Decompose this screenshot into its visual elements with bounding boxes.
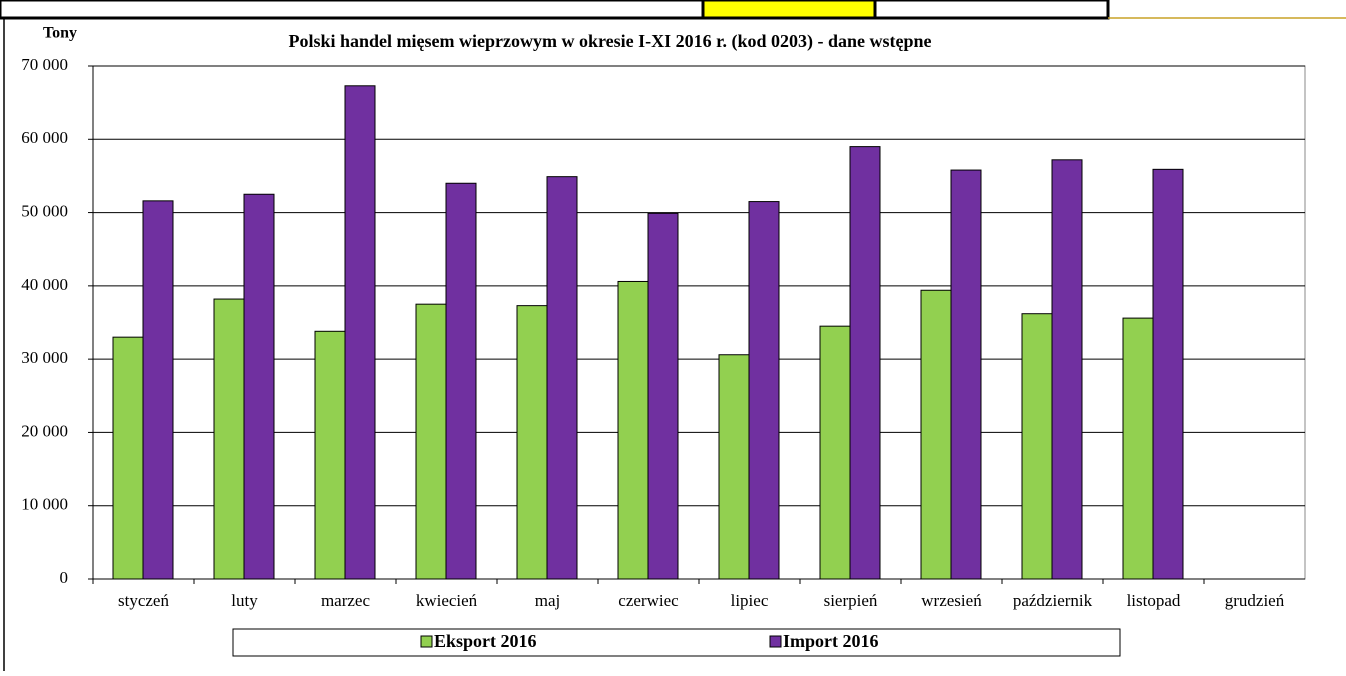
- y-tick-label: 20 000: [21, 421, 68, 440]
- bar: [718, 354, 750, 580]
- bar: [748, 201, 780, 580]
- chart-title: Polski handel mięsem wieprzowym w okresi…: [289, 31, 932, 52]
- bar: [142, 200, 174, 580]
- x-tick-label: marzec: [321, 591, 371, 610]
- bar: [1051, 159, 1083, 580]
- y-tick-label: 30 000: [21, 348, 68, 367]
- legend-swatch: [420, 635, 433, 648]
- bar: [112, 336, 144, 580]
- bar: [516, 305, 548, 580]
- bar: [415, 303, 447, 580]
- bar: [344, 85, 376, 580]
- x-tick-label: kwiecień: [416, 591, 478, 610]
- x-tick-label: październik: [1013, 591, 1093, 610]
- top-table-cell: [701, 0, 877, 20]
- legend-swatch: [769, 635, 782, 648]
- x-tick-label: maj: [535, 591, 561, 610]
- y-tick-label: 70 000: [21, 55, 68, 74]
- bar: [546, 176, 578, 580]
- bar: [1152, 168, 1184, 580]
- bar: [920, 289, 952, 580]
- x-tick-label: luty: [231, 591, 258, 610]
- legend-label: Import 2016: [783, 631, 879, 651]
- top-table-row: [0, 0, 1110, 20]
- bar: [819, 325, 851, 580]
- x-tick-label: wrzesień: [921, 591, 982, 610]
- x-tick-label: styczeń: [118, 591, 169, 610]
- y-tick-label: 50 000: [21, 201, 68, 220]
- legend-label: Eksport 2016: [434, 631, 537, 651]
- bar: [213, 298, 245, 580]
- y-tick-label: 40 000: [21, 275, 68, 294]
- x-tick-label: grudzień: [1225, 591, 1285, 610]
- bar: [1122, 317, 1154, 580]
- y-tick-label: 60 000: [21, 128, 68, 147]
- bar: [950, 169, 982, 580]
- bar: [617, 280, 649, 580]
- bar: [314, 330, 346, 580]
- bar: [1021, 313, 1053, 580]
- y-tick-label: 0: [60, 568, 69, 587]
- x-tick-label: czerwiec: [618, 591, 679, 610]
- legend: [232, 628, 1121, 657]
- y-axis-label: Tony: [43, 25, 77, 42]
- bar: [243, 193, 275, 580]
- x-tick-label: sierpień: [824, 591, 878, 610]
- x-tick-label: lipiec: [731, 591, 769, 610]
- bar: [849, 146, 881, 580]
- bar: [647, 212, 679, 580]
- y-tick-label: 10 000: [21, 495, 68, 514]
- bar: [445, 182, 477, 580]
- x-tick-label: listopad: [1127, 591, 1181, 610]
